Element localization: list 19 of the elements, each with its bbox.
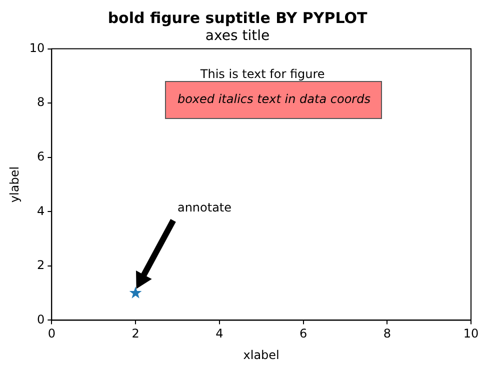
annotation: This is text for figure <box>199 66 325 81</box>
x-axis-title: xlabel <box>243 348 280 362</box>
annotation: annotate <box>177 200 232 215</box>
chart-subtitle: axes title <box>205 28 270 44</box>
y-tick-label: 2 <box>37 258 45 272</box>
x-tick-label: 0 <box>48 326 56 341</box>
x-tick-label: 8 <box>383 326 391 341</box>
y-tick-label: 8 <box>37 95 45 110</box>
chart-title: bold figure suptitle BY PYPLOT <box>108 8 368 27</box>
x-tick-label: 6 <box>299 326 308 341</box>
y-tick-label: 0 <box>37 312 45 326</box>
x-tick-label: 4 <box>216 326 224 341</box>
annotation: boxed italics text in data coords <box>177 92 370 106</box>
x-tick-label: 10 <box>463 326 479 341</box>
x-tick-label: 2 <box>132 326 140 341</box>
y-tick-label: 4 <box>37 204 45 218</box>
y-axis-title: ylabel <box>7 166 22 203</box>
y-tick-label: 10 <box>29 40 45 55</box>
y-tick-label: 6 <box>37 149 45 164</box>
